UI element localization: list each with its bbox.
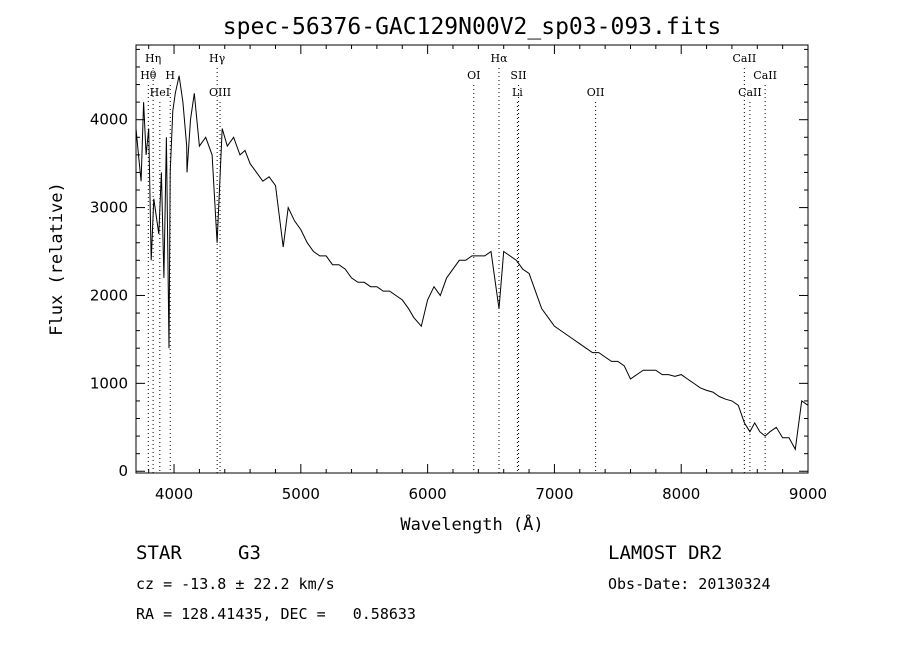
marker-label: CaII xyxy=(738,86,762,99)
object-type: STAR xyxy=(136,542,182,564)
x-tick-label: 4000 xyxy=(155,485,193,503)
y-tick-label: 0 xyxy=(118,462,128,480)
x-tick-label: 9000 xyxy=(789,485,827,503)
spectral-line-markers: Hη Hθ H HeI Hγ OIII Hα OI SII Li OII CaII CaII CaII xyxy=(140,52,777,473)
plot-frame xyxy=(135,44,809,474)
x-tick-label: 7000 xyxy=(535,485,573,503)
marker-label: CaII xyxy=(753,69,777,82)
survey-name: LAMOST DR2 xyxy=(608,542,723,564)
marker-label: Hα xyxy=(490,52,508,65)
marker-label: CaII xyxy=(733,52,757,65)
y-tick-label: 1000 xyxy=(90,374,128,392)
x-tick-label: 8000 xyxy=(662,485,700,503)
x-tick-label: 6000 xyxy=(409,485,447,503)
y-axis-label: Flux (relative) xyxy=(47,182,67,336)
y-tick-label: 4000 xyxy=(90,111,128,129)
x-tick-label: 5000 xyxy=(282,485,320,503)
redshift-readout: cz = -13.8 ± 22.2 km/s xyxy=(136,575,335,593)
marker-label: SII xyxy=(510,69,526,82)
marker-label: Hγ xyxy=(209,52,226,65)
y-tick-label: 2000 xyxy=(90,286,128,304)
x-axis-label: Wavelength (Å) xyxy=(400,513,543,535)
chart-title: spec-56376-GAC129N00V2_sp03-093.fits xyxy=(223,14,722,40)
axes: 4000 5000 6000 7000 8000 9000 0 1000 2000 3000 400… xyxy=(90,45,827,503)
marker-label: H xyxy=(165,69,175,82)
marker-label: Hθ xyxy=(140,69,157,82)
marker-label: Hη xyxy=(145,52,161,65)
marker-label: OII xyxy=(587,86,605,99)
marker-label: OI xyxy=(467,69,480,82)
y-tick-label: 3000 xyxy=(90,199,128,217)
object-subclass: G3 xyxy=(238,542,261,564)
spectrum-line xyxy=(135,75,809,451)
obs-date: Obs-Date: 20130324 xyxy=(608,575,771,593)
marker-label: OIII xyxy=(209,86,231,99)
coordinates-readout: RA = 128.41435, DEC = 0.58633 xyxy=(136,605,416,623)
marker-label: Li xyxy=(512,86,523,99)
marker-label: HeI xyxy=(150,86,170,99)
